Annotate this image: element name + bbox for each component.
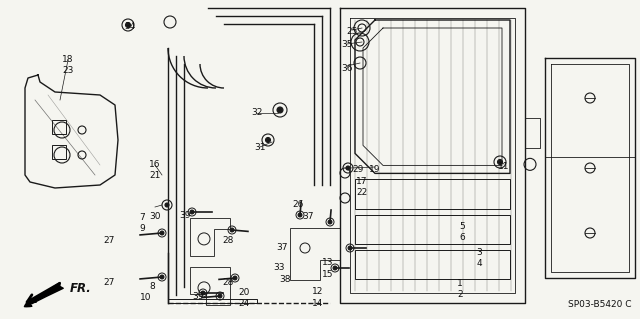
- Text: 1: 1: [457, 279, 463, 288]
- Text: 18: 18: [62, 55, 74, 64]
- Text: 27: 27: [103, 236, 115, 245]
- Text: 31: 31: [254, 143, 266, 152]
- Circle shape: [165, 203, 169, 207]
- Text: 20: 20: [238, 288, 250, 297]
- Text: 5: 5: [459, 222, 465, 231]
- Text: 27: 27: [103, 278, 115, 287]
- Text: 39: 39: [192, 292, 204, 301]
- Text: 16: 16: [149, 160, 161, 169]
- Text: 11: 11: [499, 162, 509, 171]
- Circle shape: [333, 266, 337, 270]
- Circle shape: [201, 291, 205, 295]
- Text: 3: 3: [476, 248, 482, 257]
- Text: 38: 38: [279, 275, 291, 284]
- Circle shape: [160, 275, 164, 279]
- Circle shape: [233, 276, 237, 280]
- Text: 35: 35: [341, 40, 353, 49]
- Text: 30: 30: [149, 212, 161, 221]
- Circle shape: [266, 137, 271, 143]
- Circle shape: [190, 210, 194, 214]
- Circle shape: [298, 213, 302, 217]
- Text: 28: 28: [222, 236, 234, 245]
- Text: 28: 28: [222, 278, 234, 287]
- Text: 14: 14: [312, 299, 324, 308]
- Text: 12: 12: [312, 287, 324, 296]
- Text: 24: 24: [238, 299, 250, 308]
- Text: 33: 33: [273, 263, 285, 272]
- Text: SP03-B5420 C: SP03-B5420 C: [568, 300, 632, 309]
- Circle shape: [348, 246, 352, 250]
- Text: 37: 37: [302, 212, 314, 221]
- Circle shape: [277, 107, 283, 113]
- Text: 39: 39: [179, 211, 191, 220]
- Text: FR.: FR.: [70, 282, 92, 295]
- Bar: [355, 250, 510, 279]
- Text: 22: 22: [356, 188, 367, 197]
- Text: 19: 19: [369, 165, 381, 174]
- Text: 6: 6: [459, 233, 465, 242]
- Circle shape: [346, 166, 350, 170]
- Circle shape: [160, 231, 164, 235]
- Text: 8: 8: [149, 282, 155, 291]
- Text: 7: 7: [139, 213, 145, 222]
- Text: 36: 36: [341, 64, 353, 73]
- Text: 13: 13: [323, 258, 333, 267]
- Text: 26: 26: [292, 200, 304, 209]
- Text: 25: 25: [346, 27, 358, 36]
- Circle shape: [218, 294, 222, 298]
- Bar: [355, 214, 510, 244]
- Bar: [52, 145, 66, 159]
- Text: 17: 17: [356, 177, 368, 186]
- Text: 32: 32: [252, 108, 262, 117]
- Bar: [168, 299, 257, 303]
- Text: 37: 37: [276, 243, 288, 252]
- Text: 9: 9: [139, 224, 145, 233]
- Text: 34: 34: [124, 22, 136, 31]
- Text: 2: 2: [457, 290, 463, 299]
- Text: 21: 21: [149, 171, 161, 180]
- Text: 10: 10: [140, 293, 152, 302]
- Circle shape: [328, 220, 332, 224]
- Text: 15: 15: [323, 270, 333, 279]
- Bar: [355, 179, 510, 209]
- Circle shape: [497, 160, 502, 165]
- Text: 4: 4: [476, 259, 482, 268]
- Bar: [52, 120, 66, 134]
- Text: 23: 23: [62, 66, 74, 75]
- Text: 29: 29: [352, 165, 364, 174]
- Circle shape: [125, 23, 131, 27]
- Circle shape: [230, 228, 234, 232]
